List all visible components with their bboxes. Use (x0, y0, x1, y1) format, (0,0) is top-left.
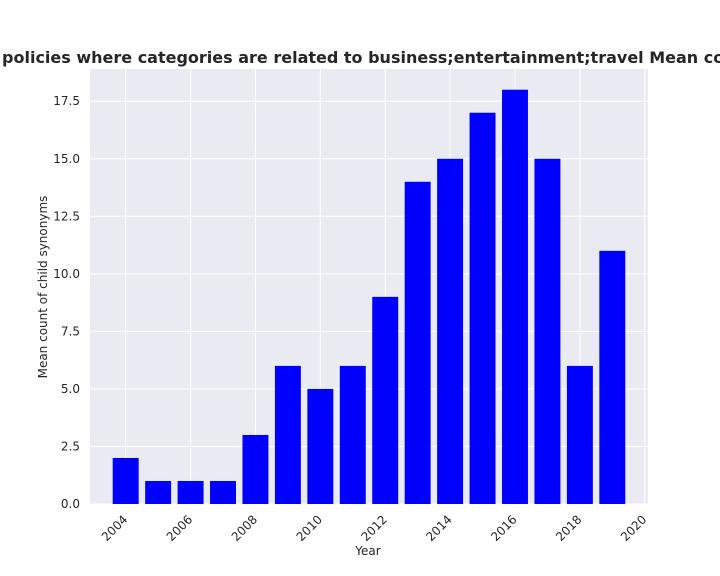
chart-title: Mean count of child synonyms in privacy … (0, 48, 720, 67)
bar-2006 (177, 480, 204, 504)
y-tick-label: 12.5 (53, 209, 80, 223)
bar-2005 (145, 480, 172, 504)
bar-2004 (112, 457, 139, 504)
bar-2012 (372, 296, 399, 504)
bar-2019 (599, 250, 626, 504)
bar-2018 (566, 365, 593, 504)
y-tick-label: 17.5 (53, 94, 80, 108)
bar-2013 (404, 181, 431, 504)
y-axis-label: Mean count of child synonyms (36, 196, 50, 379)
y-tick-label: 2.5 (61, 439, 80, 453)
y-tick-label: 5.0 (61, 382, 80, 396)
bar-2011 (339, 365, 366, 504)
bar-2015 (469, 112, 496, 504)
bar-2008 (242, 434, 269, 504)
y-tick-label: 10.0 (53, 267, 80, 281)
bar-2010 (307, 388, 334, 504)
y-tick-label: 7.5 (61, 324, 80, 338)
bar-2007 (210, 480, 236, 504)
bar-2016 (502, 89, 528, 504)
bar-2017 (534, 158, 561, 504)
y-tick-label: 15.0 (53, 152, 80, 166)
y-axis-ticks: 0.0 2.5 5.0 7.5 10.0 12.5 15.0 17.5 (53, 94, 80, 511)
x-axis-label: Year (354, 544, 380, 558)
bar-2009 (274, 365, 301, 504)
bars (112, 89, 626, 504)
y-tick-label: 0.0 (61, 497, 80, 511)
bar-2014 (437, 158, 464, 504)
plot-area (90, 69, 648, 504)
